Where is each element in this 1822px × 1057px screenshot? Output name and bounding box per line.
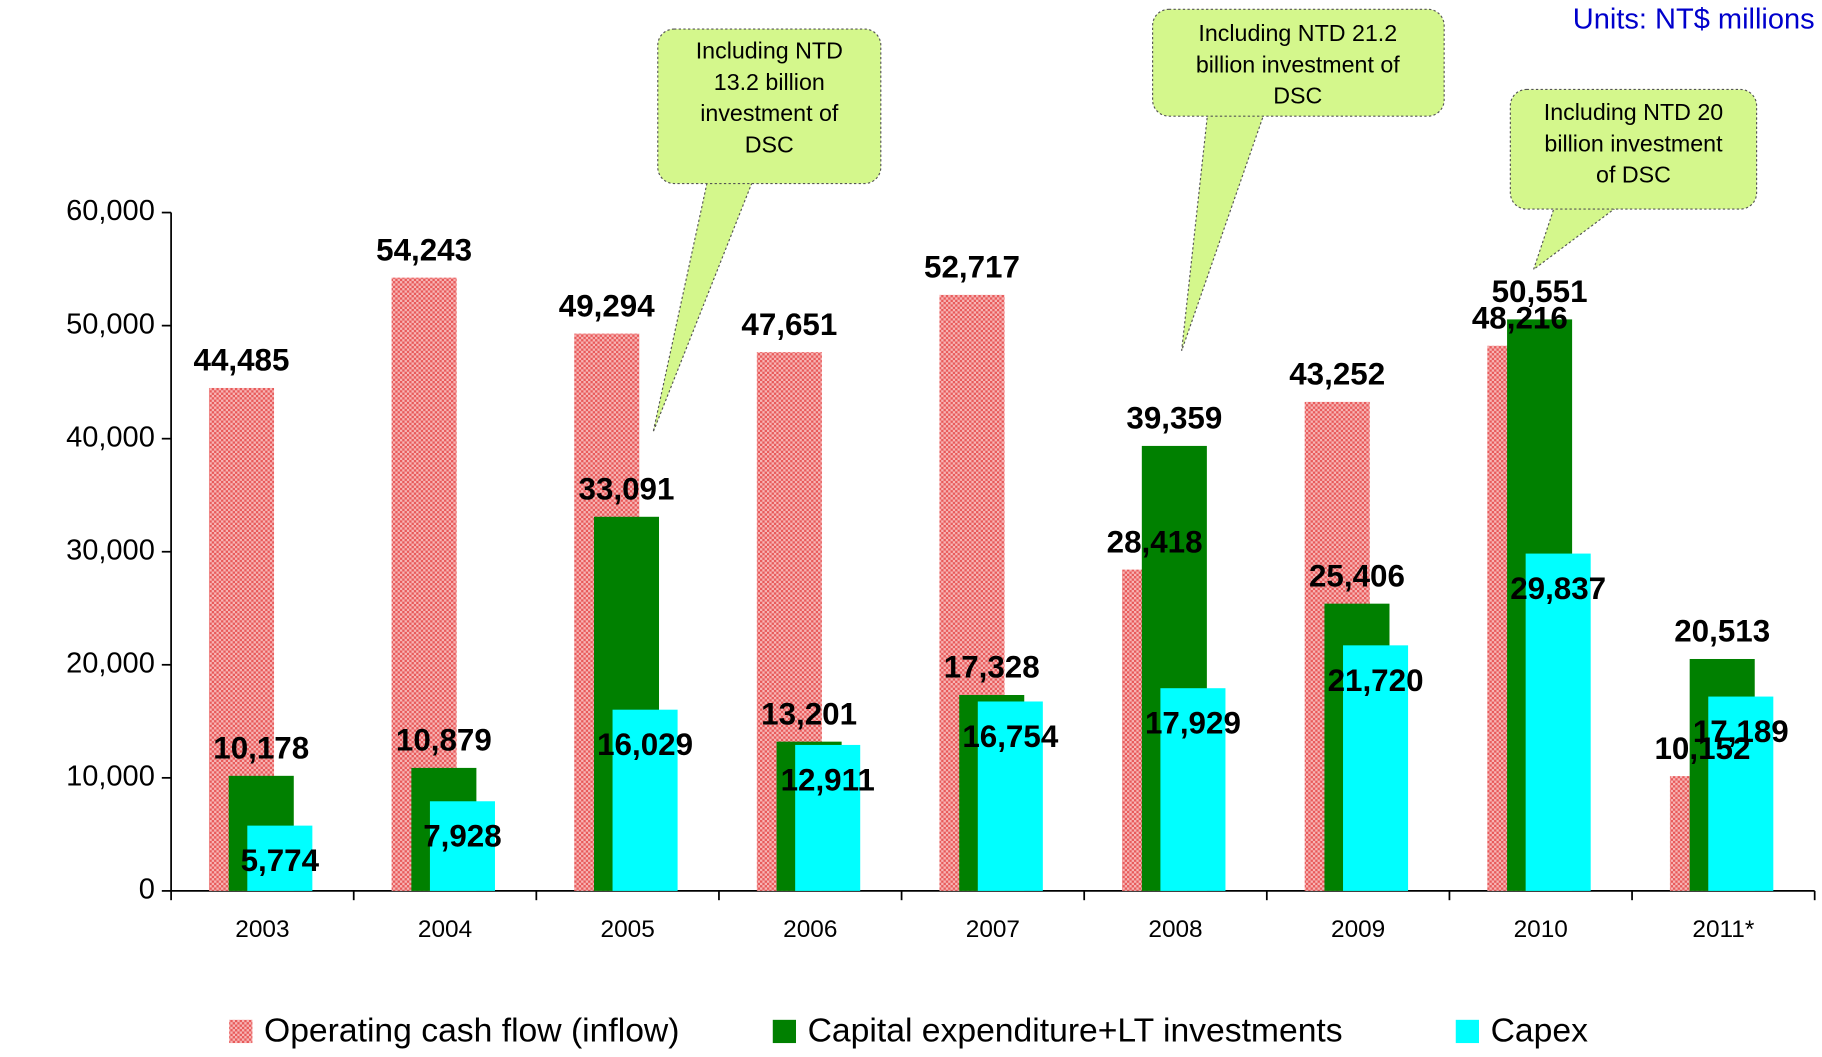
bar	[795, 744, 861, 891]
annotation: Including NTD	[696, 37, 843, 63]
annotation: Including NTD 21.2	[1198, 20, 1397, 46]
bar	[429, 801, 495, 891]
value-label: 16,029	[597, 727, 693, 762]
bar	[1708, 696, 1774, 891]
value-label: 39,359	[1126, 401, 1222, 436]
value-label: 10,879	[396, 723, 492, 758]
y-tick-label: 50,000	[66, 308, 155, 340]
annotation: 13.2 billion	[714, 69, 825, 95]
value-label: 54,243	[376, 232, 472, 267]
x-tick-label: 2005	[601, 916, 655, 943]
legend-swatch	[772, 1019, 797, 1044]
annotation: DSC	[745, 131, 794, 157]
x-tick-label: 2009	[1331, 916, 1385, 943]
value-label: 16,754	[962, 719, 1058, 754]
callout-tail	[1532, 199, 1629, 272]
value-label: 44,485	[194, 343, 290, 378]
value-label: 12,911	[781, 762, 875, 797]
annotation: DSC	[1273, 83, 1322, 109]
bar	[1525, 553, 1591, 891]
bar	[1343, 645, 1409, 891]
value-label: 48,216	[1472, 301, 1568, 336]
bar	[1160, 688, 1226, 891]
callout-box	[1152, 8, 1445, 117]
annotation: billion investment	[1544, 130, 1723, 156]
x-tick-label: 2007	[966, 916, 1020, 943]
callouts	[652, 8, 1758, 433]
annotation: investment of	[700, 100, 839, 126]
value-label: 7,928	[423, 819, 501, 854]
y-tick-label: 60,000	[66, 195, 155, 227]
x-tick-label: 2004	[418, 916, 472, 943]
value-label: 17,328	[944, 650, 1040, 685]
y-tick-label: 40,000	[66, 421, 155, 453]
bar	[612, 709, 678, 891]
annotation: of DSC	[1596, 162, 1671, 188]
legend-label: Operating cash flow (inflow)	[264, 1012, 679, 1049]
legend-label: Capex	[1491, 1012, 1588, 1049]
legend-swatch	[229, 1019, 253, 1044]
value-label: 25,406	[1309, 558, 1405, 593]
callout-box	[1509, 88, 1758, 210]
annotation: billion investment of	[1196, 51, 1400, 77]
value-label: 17,929	[1145, 706, 1241, 741]
value-label: 43,252	[1289, 357, 1385, 392]
x-tick-label: 2003	[235, 916, 289, 943]
value-label: 47,651	[741, 307, 837, 342]
annotation: Including NTD 20	[1544, 99, 1723, 125]
bar	[247, 825, 313, 891]
x-tick-label: 2008	[1148, 916, 1202, 943]
x-tick-label: 2010	[1514, 916, 1568, 943]
legend-swatch	[1455, 1019, 1479, 1044]
value-label: 50,551	[1492, 274, 1588, 309]
x-tick-label: 2011*	[1692, 916, 1754, 943]
value-label: 10,178	[213, 731, 309, 766]
y-tick-label: 20,000	[66, 647, 155, 679]
value-label: 13,201	[761, 696, 857, 731]
value-label: 20,513	[1674, 614, 1770, 649]
value-label: 5,774	[241, 843, 320, 878]
value-label: 28,418	[1107, 524, 1203, 559]
value-label: 10,152	[1654, 731, 1750, 766]
callout-box	[657, 28, 882, 185]
x-tick-label: 2006	[783, 916, 837, 943]
legend-label: Capital expenditure+LT investments	[808, 1012, 1343, 1049]
value-label: 49,294	[559, 288, 655, 323]
y-tick-label: 10,000	[66, 761, 155, 793]
y-tick-label: 30,000	[66, 534, 155, 566]
value-label: 29,837	[1510, 571, 1606, 606]
y-tick-label: 0	[139, 874, 155, 906]
value-label: 33,091	[579, 472, 675, 507]
bar	[977, 701, 1043, 891]
value-label: 21,720	[1328, 663, 1424, 698]
callout-tail	[1181, 106, 1268, 351]
callout-tail	[652, 173, 757, 433]
value-label: 52,717	[924, 250, 1020, 285]
value-label: 17,189	[1693, 714, 1789, 749]
units-label: Units: NT$ millions	[1573, 4, 1815, 36]
